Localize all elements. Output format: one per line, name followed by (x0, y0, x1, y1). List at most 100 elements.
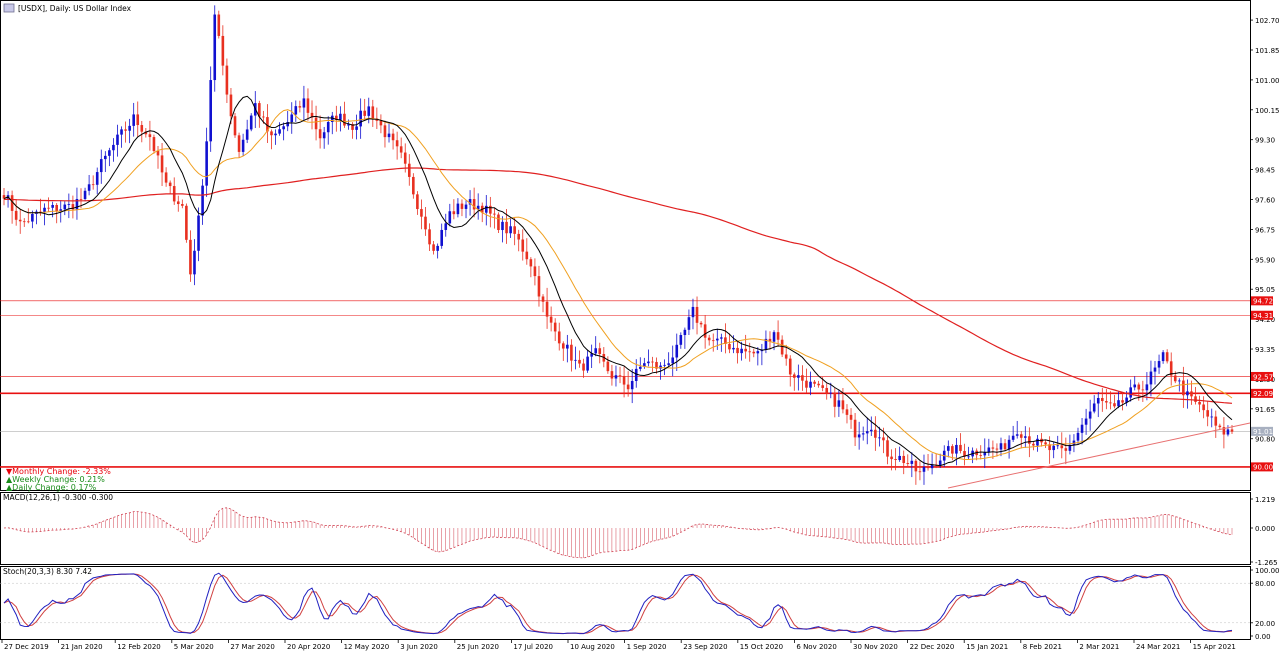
candle-body (1019, 434, 1023, 438)
candle-body (857, 434, 861, 438)
daily-change: ▲Daily Change: 0.17% (6, 483, 97, 492)
candle-body (270, 131, 273, 136)
candle-body (1080, 424, 1084, 433)
candle-body (634, 368, 638, 381)
candle-body (403, 152, 407, 164)
trend-line[interactable] (947, 422, 1251, 489)
candle-body (1178, 380, 1181, 382)
candle-body (1149, 371, 1153, 385)
candle-body (938, 460, 942, 466)
candle-body (258, 103, 261, 117)
candle-body (128, 125, 131, 131)
candle-body (359, 110, 362, 127)
candle-body (756, 351, 760, 354)
horizontal-levels[interactable]: 94.72 94.31 92.57 92.09 90.00 (0, 296, 1273, 472)
candle-body (1165, 352, 1169, 362)
macd-axis: 1.219 0.000 -1.265 (1250, 496, 1278, 567)
candle-body (1003, 443, 1007, 450)
date-tick-label: 27 Dec 2019 (4, 643, 49, 651)
price-tick-label: 102.70 (1255, 17, 1280, 25)
candle-body (1206, 410, 1209, 417)
candle-body (1105, 401, 1108, 403)
candle-body (262, 116, 265, 118)
candle-body (582, 363, 585, 371)
candle-body (1064, 448, 1068, 451)
candle-body (614, 375, 618, 379)
macd-tick-label: -1.265 (1255, 559, 1278, 567)
candle-body (586, 356, 589, 371)
candle-body (87, 184, 91, 191)
candle-body (894, 459, 897, 461)
candle-body (529, 259, 533, 267)
candle-body (484, 205, 488, 213)
candle-body (416, 194, 419, 210)
candle-body (91, 184, 95, 186)
candle-body (152, 137, 156, 152)
candle-body (918, 471, 922, 473)
level-price-label: 90.00 (1253, 464, 1273, 472)
level-price-tag (1251, 296, 1273, 306)
candle-body (776, 332, 780, 340)
date-tick-label: 30 Nov 2020 (853, 643, 898, 651)
price-tick-label: 90.80 (1255, 436, 1275, 444)
candle-body (695, 306, 699, 323)
date-tick-label: 25 Jun 2020 (457, 643, 499, 651)
candle-body (1092, 403, 1096, 412)
macd-signal-line (3, 507, 1233, 559)
candle-body (201, 185, 204, 216)
candle-body (432, 244, 435, 251)
candle-body (355, 126, 358, 130)
candle-body (1024, 436, 1027, 438)
candle-body (687, 317, 691, 330)
candle-body (205, 141, 208, 186)
price-tick-label: 95.90 (1255, 256, 1275, 264)
candle-body (545, 301, 549, 317)
candle-body (395, 140, 399, 147)
moving-average-slow (4, 167, 1233, 404)
macd-tick-label: 1.219 (1255, 496, 1275, 504)
price-tick-label: 91.65 (1255, 406, 1275, 414)
stoch-pane[interactable]: 100.00 80.00 20.00 0.00 (0, 566, 1280, 642)
candle-body (626, 384, 630, 390)
candle-body (116, 134, 119, 145)
candle-body (651, 361, 654, 363)
price-tick-label: 98.45 (1255, 167, 1275, 175)
candle-body (967, 456, 970, 458)
candle-body (570, 344, 573, 361)
candle-body (788, 358, 792, 375)
candle-body (75, 198, 79, 210)
candle-body (221, 35, 225, 66)
candle-body (655, 361, 658, 369)
candle-body (557, 331, 561, 344)
candle-body (1198, 401, 1201, 405)
candle-body (1226, 429, 1230, 435)
candle-body (1109, 402, 1112, 404)
candle-body (1084, 418, 1088, 425)
stoch-tick-label: 80.00 (1255, 580, 1275, 588)
candle-body (1015, 434, 1019, 436)
candle-body (124, 129, 127, 131)
candle-body (1169, 361, 1173, 376)
candle-body (108, 150, 111, 156)
candle-body (156, 151, 160, 156)
candle-body (821, 385, 824, 388)
candle-body (371, 106, 375, 119)
candle-body (440, 229, 444, 246)
candle-body (578, 359, 581, 364)
macd-pane-frame (0, 492, 1251, 565)
candle-body (955, 444, 958, 454)
candle-body (813, 381, 816, 384)
price-pane[interactable]: 102.70 101.85 101.00 100.15 99.30 98.45 97.60 9… (0, 0, 1280, 491)
stoch-main-line (3, 572, 1233, 635)
candle-body (711, 340, 715, 342)
candle-body (768, 338, 772, 342)
candle-body (241, 139, 245, 152)
candle-body (71, 204, 75, 210)
candle-body (501, 221, 504, 231)
macd-pane[interactable]: 1.219 0.000 -1.265 (0, 492, 1278, 568)
chart-title: [USDX], Daily: US Dollar Index (18, 4, 132, 13)
candle-body (549, 316, 553, 323)
candle-body (703, 324, 707, 338)
stoch-tick-label: 100.00 (1255, 567, 1280, 575)
